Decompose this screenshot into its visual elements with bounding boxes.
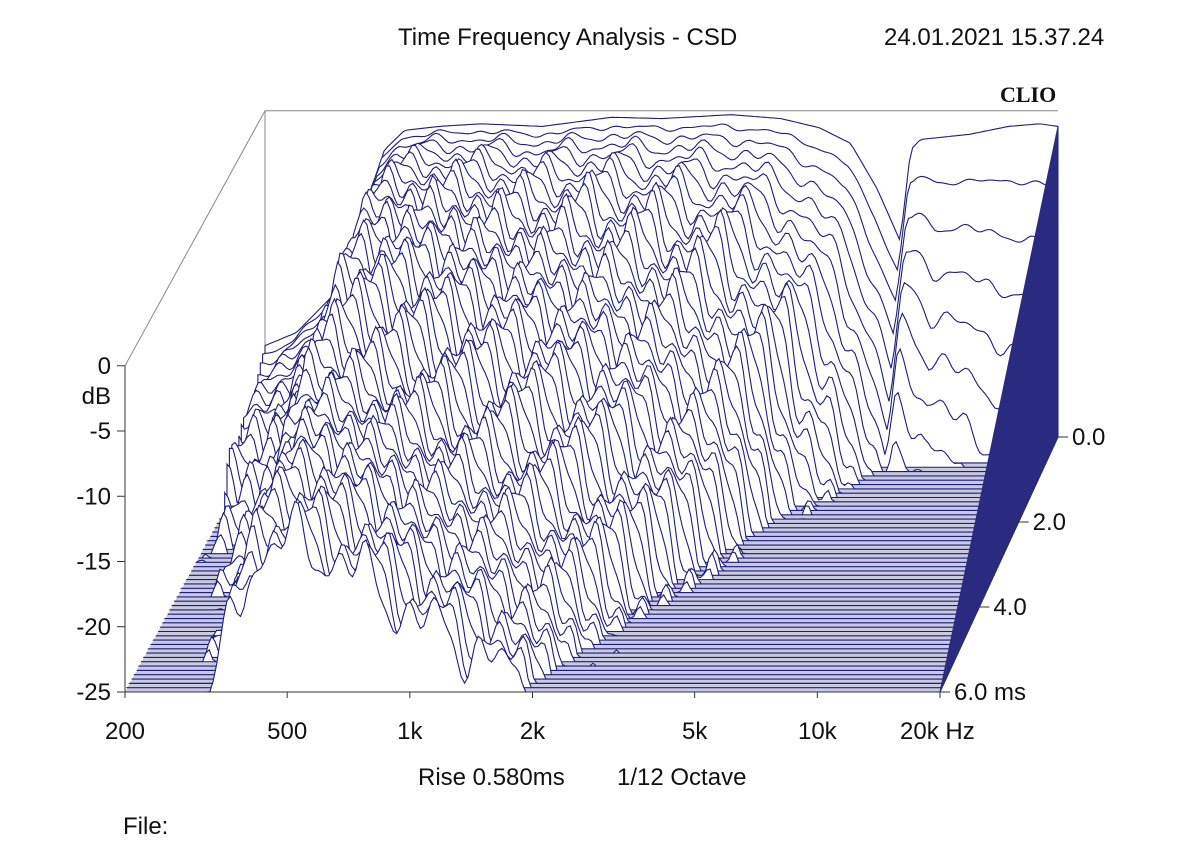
x-tick-label: 5k: [682, 718, 708, 745]
file-label: File:: [123, 813, 169, 840]
x-tick-label: 500: [267, 718, 307, 745]
y-tick-label: -15: [76, 549, 111, 576]
x-tick-label: 2k: [520, 718, 546, 745]
time-tick-label: 0.0: [1072, 424, 1105, 451]
rise-time-label: Rise 0.580ms: [418, 764, 565, 791]
y-tick-label: -20: [76, 614, 111, 641]
y-tick-label: -10: [76, 483, 111, 510]
x-tick-label: 10k: [798, 718, 838, 745]
y-unit-label: dB: [82, 383, 111, 410]
waterfall-slices: [125, 114, 1059, 693]
chart-axes: 0 -5 -10 -15 -20 -25 dB 200 500 1k 2k 5k 10k 20k Hz 0.…: [76, 353, 1105, 745]
y-tick-label: 0: [98, 353, 111, 380]
timestamp: 24.01.2021 15.37.24: [884, 24, 1105, 51]
time-tick-label: 2.0: [1033, 509, 1066, 536]
x-tick-label: 200: [105, 718, 145, 745]
x-tick-label: 1k: [397, 718, 423, 745]
time-tick-label: 6.0 ms: [954, 679, 1026, 706]
time-axis-line: [939, 436, 1059, 693]
brand-logo: CLIO: [1000, 82, 1057, 107]
y-tick-label: -5: [90, 418, 111, 445]
chart-title: Time Frequency Analysis - CSD: [398, 24, 738, 51]
y-tick-label: -25: [76, 679, 111, 706]
time-tick-label: 4.0: [993, 594, 1026, 621]
smoothing-label: 1/12 Octave: [617, 764, 747, 791]
x-tick-label: 20k Hz: [900, 718, 975, 745]
